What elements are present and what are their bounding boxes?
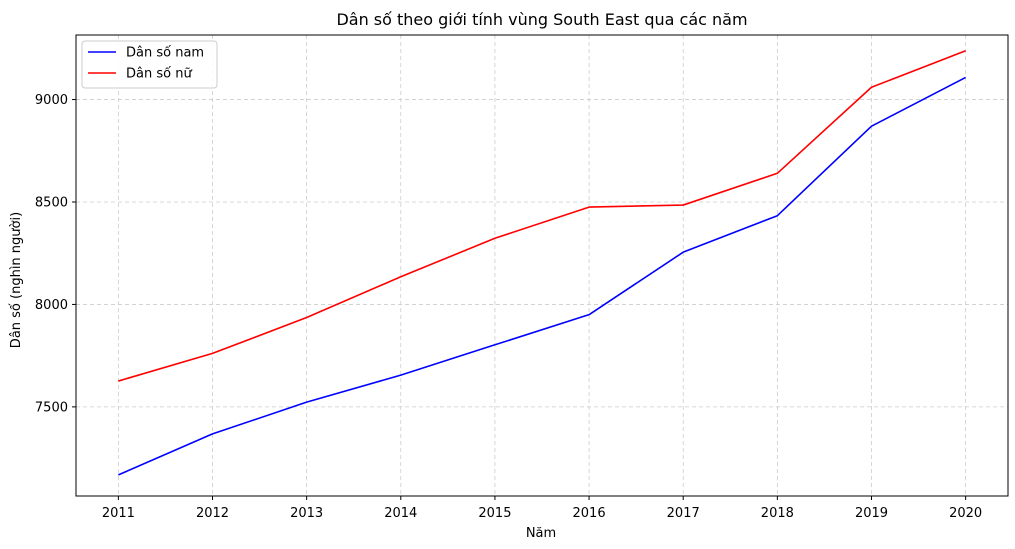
y-tick-label: 7500 (35, 400, 68, 415)
y-axis: 7500 8000 8500 9000 (35, 93, 76, 415)
series-lines (118, 50, 967, 476)
x-tick-label: 2013 (290, 506, 323, 521)
x-tick-label: 2020 (949, 506, 982, 521)
x-axis: 2011 2012 2013 2014 2015 2016 2017 2018 2019 2020 (102, 496, 982, 521)
legend-label-1: Dân số nam (126, 46, 204, 61)
plot-area (75, 34, 1009, 497)
series-line-1 (118, 76, 967, 476)
series-line-2 (118, 50, 966, 382)
x-tick-label: 2014 (384, 506, 417, 521)
x-tick-label: 2018 (761, 506, 794, 521)
legend-label-2: Dân số nữ (126, 67, 192, 82)
x-tick-label: 2011 (102, 506, 135, 521)
x-tick-label: 2019 (855, 506, 888, 521)
legend: Dân số nam Dân số nữ (81, 40, 218, 89)
x-tick-label: 2012 (196, 506, 229, 521)
y-axis-label: Dân số (nghìn người) (9, 212, 24, 348)
chart-title: Dân số theo giới tính vùng South East qu… (336, 10, 747, 29)
y-tick-label: 8500 (35, 195, 68, 210)
x-tick-label: 2016 (573, 506, 606, 521)
x-tick-label: 2015 (478, 506, 511, 521)
grid (76, 35, 1008, 496)
y-tick-label: 8000 (35, 298, 68, 313)
x-tick-label: 2017 (667, 506, 700, 521)
y-tick-label: 9000 (35, 93, 68, 108)
x-axis-label: Năm (526, 526, 556, 541)
